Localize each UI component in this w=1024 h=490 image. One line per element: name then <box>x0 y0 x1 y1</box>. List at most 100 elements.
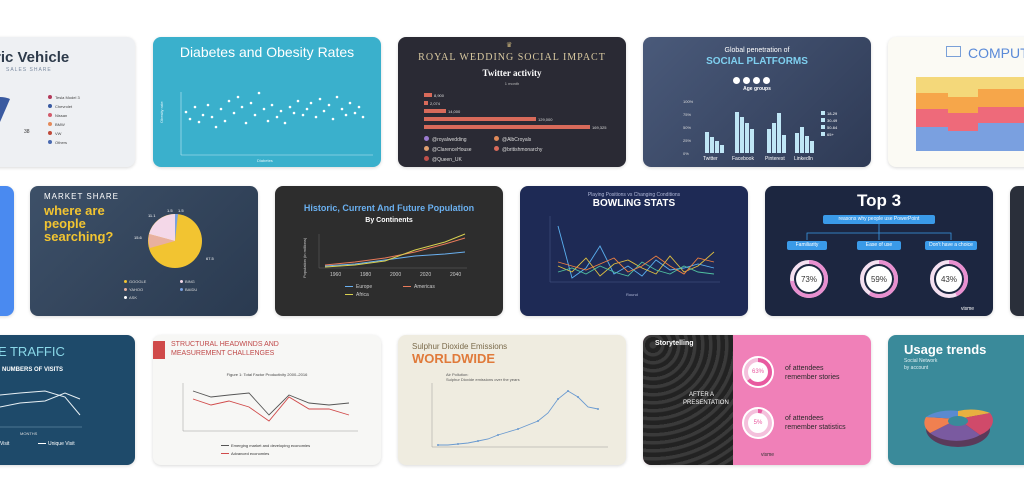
card-subtitle: NUMBERS OF VISITS <box>2 367 64 373</box>
x-tick: Pinterest <box>765 156 785 162</box>
template-card-population[interactable]: Historic, Current And Future Population … <box>275 186 503 316</box>
card-headline-3: searching? <box>44 229 114 244</box>
template-card-bowling[interactable]: Playing Positions vs Changing Conditions… <box>520 186 748 316</box>
template-card-social-platforms[interactable]: Global penetration of SOCIAL PLATFORMS A… <box>643 37 871 167</box>
legend-item: Nissan <box>55 113 68 118</box>
card-title: Diabetes and Obesity Rates <box>179 44 355 60</box>
y-tick: 75% <box>683 112 692 117</box>
line-chart <box>549 216 720 283</box>
stat-label-1b: remember stories <box>785 374 840 381</box>
chart-note-2: Sulphur Dioxide emissions over the years <box>446 377 520 382</box>
card-subtitle: Twitter activity <box>482 68 542 78</box>
x-tick: 2020 <box>420 272 432 278</box>
card-title: Global penetration of <box>724 47 790 54</box>
y-tick: 50% <box>683 125 692 130</box>
overlay-text-2: PRESENTATION <box>683 400 729 406</box>
legend-item: @Queen_UK <box>424 156 462 163</box>
legend-item: @AlbCroyals <box>494 136 531 143</box>
x-tick: Twitter <box>703 156 718 162</box>
legend <box>560 307 720 310</box>
line-chart <box>0 390 82 428</box>
pie-value: 1.5 <box>167 208 173 213</box>
template-card-computer[interactable]: COMPUTER <box>888 37 1024 167</box>
legend: 18-29 30-49 50-64 65+ <box>821 111 837 139</box>
legend-item: VW <box>55 131 62 136</box>
card-title: TE TRAFFIC <box>0 344 65 359</box>
legend-item: Africa <box>345 292 369 298</box>
stat-value: 5% <box>753 420 763 426</box>
template-card-sulphur[interactable]: Sulphur Dioxide Emissions WORLDWIDE Air … <box>398 335 626 465</box>
template-card-partial-right[interactable] <box>1010 186 1024 316</box>
legend-item: Americas <box>403 284 435 290</box>
pie-chart <box>148 213 202 268</box>
bar-chart <box>424 93 590 129</box>
y-tick: 100% <box>683 99 694 104</box>
crown-icon: ♛ <box>506 41 513 49</box>
y-tick: 25% <box>683 138 692 143</box>
pie-chart <box>0 96 10 122</box>
line-chart <box>318 233 467 269</box>
area-chart <box>916 77 1024 151</box>
bar-label: 169,325 <box>592 125 607 130</box>
line-chart <box>431 383 608 448</box>
card-title: tric Vehicle <box>0 49 70 66</box>
stat-label-2b: remember statistics <box>785 424 846 431</box>
template-card-traffic[interactable]: TE TRAFFIC NUMBERS OF VISITS MONTHS Visi… <box>0 335 135 465</box>
card-title: COMPUTER <box>968 45 1024 61</box>
card-title: ROYAL WEDDING SOCIAL IMPACT <box>418 52 606 63</box>
legend-item: Europe <box>345 284 372 290</box>
reason-pill: Don't have a choice <box>925 241 977 250</box>
card-period: 1 month <box>504 81 520 86</box>
connector-lines <box>806 224 952 240</box>
legend-item: Tesla Model 3 <box>55 95 80 100</box>
card-title: Top 3 <box>856 191 902 210</box>
template-card-top3[interactable]: Top 3 reasons why people use PowerPoint … <box>765 186 993 316</box>
card-subtitle-1: Social Network <box>904 358 938 364</box>
legend-item: GOOGLE <box>124 279 146 284</box>
template-card-usage-trends[interactable]: Usage trends Social Network by account <box>888 335 1024 465</box>
legend-item: @ClarenceHouse <box>424 146 472 153</box>
template-card-partial-left[interactable] <box>0 186 14 316</box>
card-title: Sulphur Dioxide Emissions <box>412 342 508 351</box>
x-tick: 2000 <box>390 272 402 278</box>
legend-item: Unique Visit <box>38 441 75 447</box>
legend-item: BING <box>180 279 195 284</box>
template-card-headwinds[interactable]: STRUCTURAL HEADWINDS AND MEASUREMENT CHA… <box>153 335 381 465</box>
footer-logo: visme <box>961 306 975 312</box>
card-age-label: Age groups <box>743 86 771 92</box>
bar-label: 129,000 <box>538 117 553 122</box>
stat-label-1a: of attendees <box>785 365 824 372</box>
x-tick: 2040 <box>450 272 462 278</box>
card-kicker: Playing Positions vs Changing Conditions <box>587 192 681 198</box>
card-title: Storytelling <box>655 340 694 347</box>
template-card-diabetes[interactable]: Diabetes and Obesity Rates Obesity rate … <box>153 37 381 167</box>
audience-photo <box>643 335 733 465</box>
card-kicker: MARKET SHARE <box>44 192 119 201</box>
legend-item: Emerging market and developing economies <box>221 443 310 448</box>
legend-item: YAHOO <box>124 287 143 292</box>
chart-note-1: Air Pollution: <box>446 372 469 377</box>
donut-value: 59% <box>870 275 887 284</box>
card-subtitle-pill: reasons why people use PowerPoint <box>823 215 935 224</box>
accent-bar <box>153 341 165 359</box>
x-tick: LinkedIn <box>794 156 813 162</box>
card-title: Historic, Current And Future Population <box>303 203 475 213</box>
axis-label-x: Diabetes <box>257 158 273 163</box>
bar-label: 14,000 <box>448 109 461 114</box>
y-tick: 0% <box>683 151 689 156</box>
template-card-market-share[interactable]: MARKET SHARE where are people searching?… <box>30 186 258 316</box>
legend-item: Advanced economies <box>221 451 269 456</box>
template-card-storytelling[interactable]: Storytelling AFTER A PRESENTATION 63% 5%… <box>643 335 871 465</box>
x-tick: 1980 <box>360 272 372 278</box>
legend-item: Chevrolet <box>55 104 73 109</box>
template-card-royal-wedding[interactable]: ♛ ROYAL WEDDING SOCIAL IMPACT Twitter ac… <box>398 37 626 167</box>
template-card-electric-vehicle[interactable]: tric Vehicle SALES SHARE 38 Tesla Model … <box>0 37 135 167</box>
3d-donut-chart <box>924 409 993 447</box>
legend-item: BMW <box>55 122 65 127</box>
pie-value: 1.5 <box>178 208 184 213</box>
donut-value: 43% <box>940 275 957 284</box>
donut-charts <box>790 260 968 298</box>
axis-label-x: Round <box>626 292 638 297</box>
legend-item: @royalwedding <box>424 136 467 143</box>
card-headline-2: people <box>44 216 86 231</box>
